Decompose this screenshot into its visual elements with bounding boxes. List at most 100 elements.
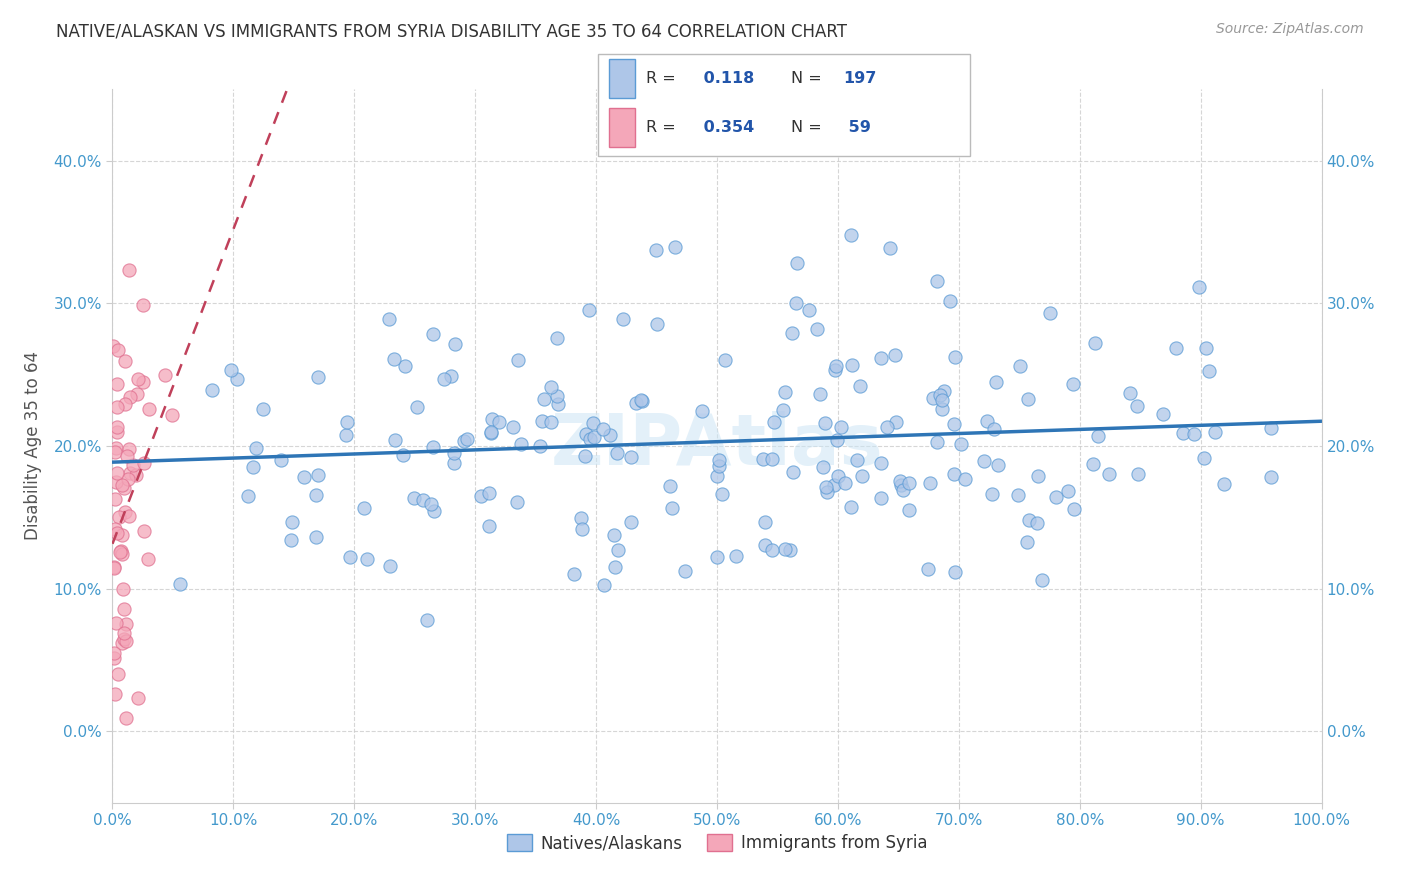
Point <box>132 298 155 312</box>
Point <box>122 458 145 472</box>
Point <box>104 441 127 455</box>
Bar <box>609 59 634 97</box>
Point <box>1164 341 1187 355</box>
Point <box>470 489 492 503</box>
Point <box>814 480 837 494</box>
Point <box>879 241 901 255</box>
Point <box>104 445 127 459</box>
Point <box>883 348 905 362</box>
Point <box>841 358 863 372</box>
Point <box>112 582 135 596</box>
Point <box>478 485 501 500</box>
Point <box>825 433 848 447</box>
Point <box>416 613 439 627</box>
Point <box>252 401 274 416</box>
Point <box>392 448 415 462</box>
Point <box>582 417 605 431</box>
Point <box>105 400 128 414</box>
Point <box>103 651 125 665</box>
Point <box>103 560 125 574</box>
Point <box>754 538 776 552</box>
Point <box>114 397 136 411</box>
Point <box>1182 426 1205 441</box>
Point <box>830 419 852 434</box>
Point <box>307 370 329 384</box>
Point <box>378 311 401 326</box>
Point <box>1057 484 1080 499</box>
Point <box>378 559 401 574</box>
Point <box>706 549 728 564</box>
Point <box>508 353 530 368</box>
Point <box>169 577 191 591</box>
Point <box>547 396 569 410</box>
Point <box>1031 573 1053 587</box>
Point <box>105 377 128 392</box>
Point <box>1126 399 1149 413</box>
Point <box>453 434 475 448</box>
Point <box>132 524 155 538</box>
Point <box>775 541 797 556</box>
Point <box>305 488 328 502</box>
Point <box>707 453 730 467</box>
Point <box>1084 336 1107 351</box>
Point <box>1260 470 1282 484</box>
Point <box>1087 429 1109 443</box>
Point <box>799 303 821 318</box>
Point <box>546 331 568 345</box>
Text: N =: N = <box>792 120 823 135</box>
Point <box>114 354 136 368</box>
Point <box>384 433 406 447</box>
Point <box>824 359 846 373</box>
Point <box>118 508 141 523</box>
Point <box>612 312 634 326</box>
Point <box>931 401 953 416</box>
Point <box>546 389 568 403</box>
Point <box>949 437 972 451</box>
Point <box>815 484 838 499</box>
Point <box>110 544 132 558</box>
Point <box>443 446 465 460</box>
Point <box>124 468 146 483</box>
Point <box>104 687 127 701</box>
Point <box>1126 467 1149 482</box>
Point <box>422 327 444 342</box>
Point <box>1045 491 1067 505</box>
Point <box>356 552 378 566</box>
Point <box>754 515 776 529</box>
Point <box>107 666 129 681</box>
Point <box>579 432 602 446</box>
Point <box>1018 513 1040 527</box>
Point <box>849 378 872 392</box>
FancyBboxPatch shape <box>598 54 970 156</box>
Point <box>823 478 845 492</box>
Point <box>382 351 405 366</box>
Point <box>219 363 242 377</box>
Point <box>711 487 734 501</box>
Point <box>443 337 465 351</box>
Point <box>897 476 920 491</box>
Point <box>506 495 529 509</box>
Point <box>335 428 357 442</box>
Point <box>479 425 502 439</box>
Point <box>502 420 524 434</box>
Point <box>238 489 260 503</box>
Point <box>114 505 136 519</box>
Text: Source: ZipAtlas.com: Source: ZipAtlas.com <box>1216 22 1364 37</box>
Point <box>917 562 939 576</box>
Y-axis label: Disability Age 35 to 64: Disability Age 35 to 64 <box>24 351 42 541</box>
Point <box>569 511 592 525</box>
Point <box>814 416 837 430</box>
Point <box>706 468 728 483</box>
Point <box>942 417 965 431</box>
Point <box>1198 364 1220 378</box>
Point <box>112 481 135 495</box>
Point <box>336 415 359 429</box>
Point <box>1173 426 1195 441</box>
Point <box>631 394 654 409</box>
Point <box>108 545 131 559</box>
Text: NATIVE/ALASKAN VS IMMIGRANTS FROM SYRIA DISABILITY AGE 35 TO 64 CORRELATION CHAR: NATIVE/ALASKAN VS IMMIGRANTS FROM SYRIA … <box>56 22 848 40</box>
Point <box>136 552 159 566</box>
Point <box>599 427 621 442</box>
Point <box>280 515 302 529</box>
Point <box>433 371 456 385</box>
